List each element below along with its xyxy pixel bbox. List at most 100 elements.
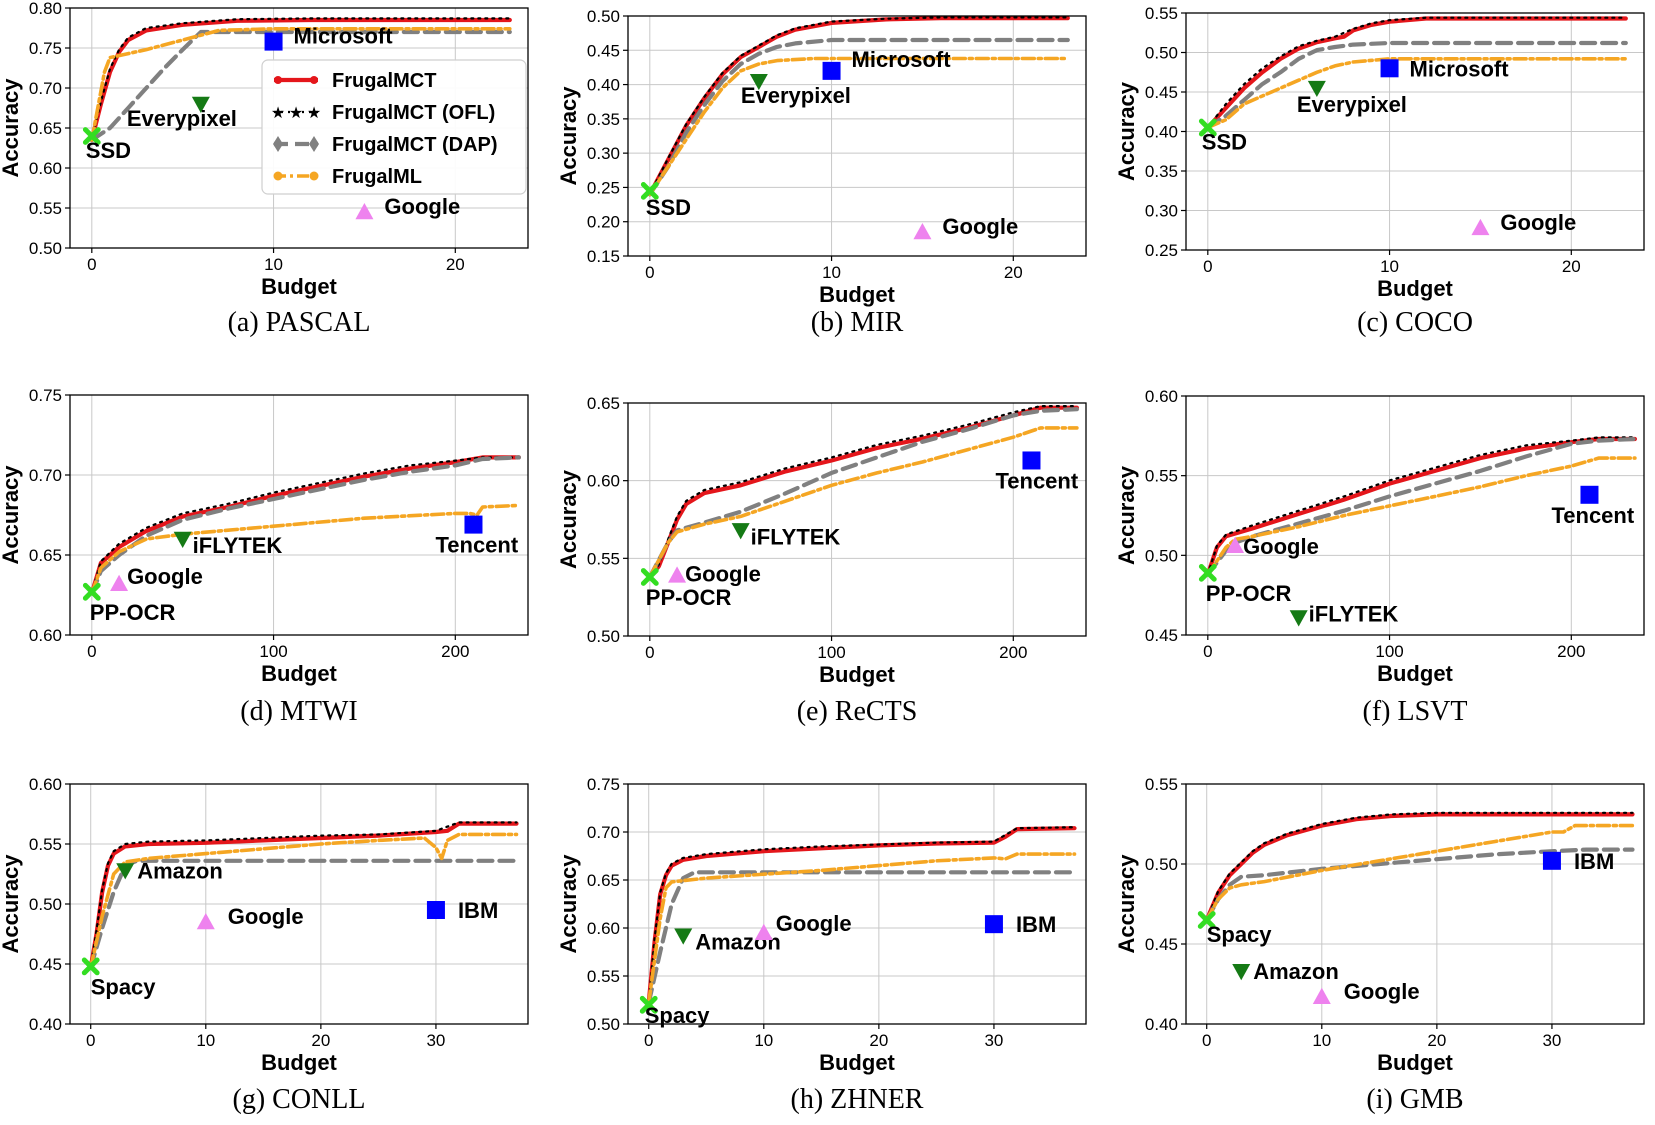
api-marker <box>913 223 932 240</box>
y-tick-label: 0.60 <box>587 472 620 491</box>
plot-frame <box>69 394 529 636</box>
legend-label: FrugalML <box>332 166 422 188</box>
series-line <box>90 27 512 142</box>
api-label: iFLYTEK <box>1309 601 1399 626</box>
plot-frame <box>1185 12 1645 251</box>
y-tick-label: 0.55 <box>587 967 620 986</box>
series-line <box>646 852 1077 1005</box>
legend: FrugalMCT★ ★ ★ FrugalMCT (OFL)FrugalMCT (DA… <box>261 59 527 195</box>
api-marker <box>640 568 659 586</box>
plot-frame <box>69 783 529 1025</box>
api-marker <box>1197 911 1216 929</box>
api-marker <box>426 901 445 919</box>
series-line <box>89 821 518 969</box>
x-axis-label: Budget <box>1377 661 1453 686</box>
api-label: Google <box>942 214 1018 239</box>
y-tick-label: 0.65 <box>587 394 620 413</box>
api-marker <box>82 127 101 145</box>
legend-marker: ★ <box>289 103 303 122</box>
x-tick-label: 10 <box>822 263 841 282</box>
api-marker <box>1232 964 1251 981</box>
api-marker <box>731 523 750 540</box>
x-tick-label: 20 <box>311 1031 330 1050</box>
legend-marker <box>310 76 318 84</box>
series-line <box>1204 812 1635 923</box>
subfigure-caption: (a) PASCAL <box>228 307 371 338</box>
api-label: IBM <box>458 898 498 923</box>
y-tick-label: 0.55 <box>1145 467 1178 486</box>
api-marker <box>355 203 374 220</box>
series-line <box>647 405 1079 580</box>
subfigure-caption: (h) ZHNER <box>791 1084 924 1115</box>
plot-frame <box>627 402 1087 637</box>
x-tick-label: 0 <box>645 643 654 662</box>
x-tick-label: 20 <box>1562 257 1581 276</box>
x-tick-label: 10 <box>196 1031 215 1050</box>
series-line <box>88 858 519 970</box>
api-marker <box>822 61 841 80</box>
api-label: Everypixel <box>741 83 851 108</box>
x-tick-label: 30 <box>426 1031 445 1050</box>
x-axis-label: Budget <box>261 274 337 299</box>
y-tick-label: 0.55 <box>29 199 62 218</box>
subfigure-caption: (e) ReCTS <box>797 696 918 727</box>
y-tick-label: 0.15 <box>587 247 620 266</box>
plot-frame <box>627 15 1087 257</box>
series-line <box>88 832 519 970</box>
series-line <box>89 455 521 596</box>
chart-panel: 0.15 0.20 0.25 0.30 0.35 0.40 0.45 0.50 0 10 20 SSD… <box>556 7 1087 338</box>
y-tick-label: 0.45 <box>587 41 620 60</box>
legend-marker: ★ <box>271 103 285 122</box>
api-marker <box>1380 59 1399 78</box>
x-tick-label: 0 <box>87 255 96 274</box>
api-marker <box>1289 610 1308 627</box>
y-tick-label: 0.65 <box>587 871 620 890</box>
legend-marker <box>273 136 283 152</box>
api-marker <box>81 957 100 976</box>
plot-frame <box>1185 783 1645 1025</box>
series-line <box>1206 57 1628 130</box>
series-line <box>1205 811 1634 922</box>
legend-box <box>261 59 527 195</box>
plot-frame <box>69 7 529 249</box>
legend-marker <box>309 171 319 181</box>
series-line <box>648 56 1070 197</box>
y-tick-label: 0.50 <box>587 627 620 646</box>
api-marker <box>82 582 101 601</box>
api-marker <box>1226 536 1245 553</box>
y-tick-label: 0.20 <box>587 213 620 232</box>
series-line <box>648 426 1079 579</box>
x-tick-label: 10 <box>1380 257 1399 276</box>
api-marker <box>754 923 773 940</box>
api-label: Spacy <box>1207 922 1273 947</box>
api-marker <box>196 913 215 930</box>
api-label: Microsoft <box>852 47 952 72</box>
plot-frame <box>627 783 1087 1025</box>
api-label: Amazon <box>137 858 223 883</box>
y-tick-label: 0.45 <box>29 955 62 974</box>
api-marker <box>674 928 693 945</box>
y-tick-label: 0.30 <box>587 144 620 163</box>
y-tick-label: 0.75 <box>29 386 62 405</box>
y-axis-label: Accuracy <box>556 86 581 186</box>
y-tick-label: 0.60 <box>587 919 620 938</box>
x-tick-label: 0 <box>1202 1031 1211 1050</box>
subfigure-caption: (b) MIR <box>811 307 904 338</box>
api-marker <box>1198 563 1217 582</box>
api-marker <box>749 73 768 91</box>
api-marker <box>264 32 283 51</box>
api-label: SSD <box>646 195 691 220</box>
legend-label: FrugalMCT <box>332 70 436 92</box>
y-tick-label: 0.60 <box>1145 387 1178 406</box>
legend-marker: ★ <box>307 103 321 122</box>
series-line <box>89 455 521 596</box>
legend-label: FrugalMCT (OFL) <box>332 102 495 124</box>
x-tick-label: 200 <box>1557 642 1585 661</box>
series-line <box>1205 40 1628 130</box>
y-tick-label: 0.40 <box>1145 123 1178 142</box>
y-axis-label: Accuracy <box>1114 465 1139 565</box>
y-tick-label: 0.50 <box>29 895 62 914</box>
api-marker <box>116 863 135 880</box>
api-marker <box>1022 451 1041 470</box>
